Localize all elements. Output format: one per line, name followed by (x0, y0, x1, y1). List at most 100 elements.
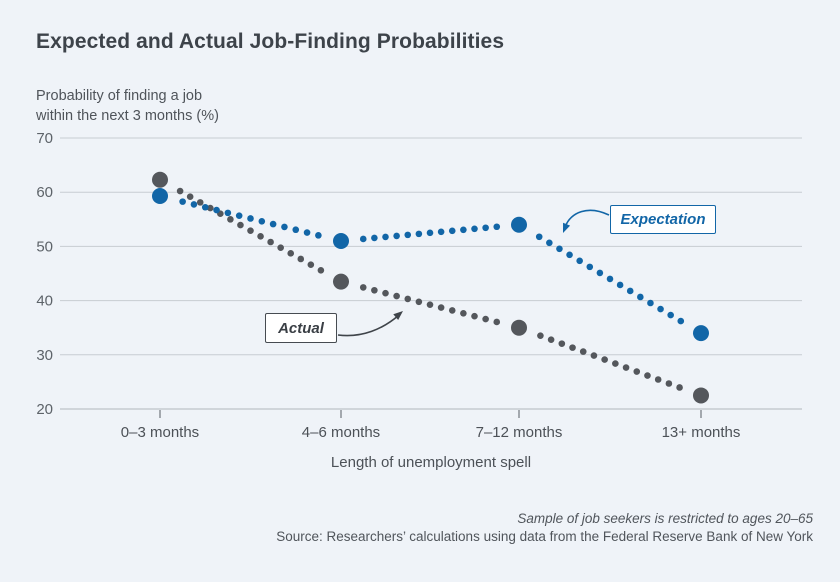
series-dot-Expectation (247, 215, 254, 222)
series-dot-Actual (247, 227, 254, 234)
series-dot-Expectation (224, 209, 232, 217)
y-tick-label-20: 20 (36, 401, 53, 418)
series-dot-Actual (437, 304, 445, 311)
series-dot-Actual (382, 289, 389, 297)
series-dot-Actual (297, 255, 305, 263)
series-dot-Actual (633, 368, 641, 375)
series-dot-Expectation (626, 287, 634, 295)
annotation-label-actual: Actual (278, 319, 324, 337)
series-dot-Actual (579, 348, 587, 355)
expectation-arrow-head (563, 222, 571, 233)
series-dot-Expectation (460, 226, 467, 234)
series-dot-Actual (307, 261, 315, 268)
data-point-Expectation-0 (152, 187, 168, 204)
series-dot-Actual (676, 384, 683, 391)
annotation-box-expectation: Expectation (610, 205, 716, 234)
series-dot-Actual (460, 310, 467, 317)
series-dot-Actual (654, 376, 662, 383)
series-dot-Expectation (647, 299, 654, 307)
series-dot-Expectation (404, 231, 412, 239)
series-dot-Expectation (315, 232, 322, 239)
data-point-Actual-0 (152, 171, 168, 188)
series-dot-Expectation (281, 223, 288, 231)
y-tick-label-70: 70 (36, 130, 53, 147)
series-dot-Actual (196, 199, 204, 206)
series-dot-Actual (448, 307, 456, 314)
series-dot-Expectation (482, 224, 489, 232)
series-dot-Actual (176, 187, 184, 195)
series-dot-Actual (547, 336, 555, 343)
y-tick-label-50: 50 (36, 238, 53, 255)
series-dot-Expectation (235, 212, 243, 219)
series-dot-Actual (267, 238, 274, 246)
series-dot-Actual (558, 340, 566, 347)
series-dot-Expectation (493, 223, 501, 231)
series-dot-Actual (622, 364, 630, 371)
series-dot-Actual (482, 315, 489, 323)
series-dot-Expectation (556, 245, 563, 253)
series-dot-Actual (601, 356, 608, 363)
x-category-label-1: 4–6 months (302, 424, 380, 441)
series-dot-Expectation (258, 217, 266, 225)
series-dot-Expectation (546, 239, 553, 247)
series-dot-Actual (404, 295, 412, 303)
series-dot-Actual (644, 372, 651, 379)
y-axis-caption-line-2: within the next 3 months (%) (36, 107, 219, 124)
y-tick-label-60: 60 (36, 184, 53, 201)
footnote-sample: Sample of job seekers is restricted to a… (517, 511, 813, 526)
data-point-Actual-1 (333, 273, 349, 290)
series-dot-Expectation (213, 206, 220, 214)
annotation-box-actual: Actual (265, 313, 337, 343)
data-point-Actual-2 (511, 319, 527, 336)
expectation-arrow-line (564, 209, 610, 228)
series-dot-Expectation (667, 311, 674, 319)
series-dot-Actual (415, 298, 423, 306)
series-dot-Actual (186, 193, 194, 201)
series-dot-Actual (612, 360, 619, 367)
series-dot-Actual (359, 284, 367, 291)
actual-arrow-head (393, 311, 403, 321)
x-category-label-3: 13+ months (662, 424, 741, 441)
series-dot-Actual (493, 318, 501, 326)
series-dot-Expectation (426, 229, 434, 237)
series-dot-Expectation (586, 263, 594, 271)
series-dot-Actual (537, 332, 544, 339)
series-dot-Actual (471, 312, 478, 320)
annotation-label-expectation: Expectation (620, 211, 706, 228)
footnote-source: Source: Researchers’ calculations using … (276, 529, 813, 544)
series-dot-Expectation (179, 198, 186, 205)
series-dot-Expectation (393, 232, 400, 240)
data-point-Expectation-2 (511, 216, 527, 233)
series-dot-Expectation (292, 226, 300, 234)
chart-title: Expected and Actual Job-Finding Probabil… (36, 30, 505, 53)
series-dot-Actual (237, 221, 244, 229)
series-dot-Expectation (657, 305, 664, 313)
series-dot-Expectation (677, 317, 685, 325)
series-dot-Expectation (448, 227, 456, 235)
series-dot-Actual (665, 380, 673, 387)
series-dot-Expectation (269, 220, 277, 228)
series-dot-Expectation (303, 229, 311, 236)
series-dot-Expectation (371, 234, 378, 242)
series-dot-Expectation (415, 230, 423, 238)
series-dot-Expectation (596, 269, 604, 277)
x-axis-title: Length of unemployment spell (330, 454, 532, 471)
series-dot-Expectation (576, 257, 583, 265)
series-dot-Actual (277, 244, 284, 251)
series-dot-Expectation (637, 293, 644, 301)
series-dot-Actual (569, 344, 576, 351)
x-category-label-2: 7–12 months (476, 424, 563, 441)
actual-arrow-line (337, 314, 400, 337)
series-dot-Expectation (616, 281, 624, 289)
series-dot-Actual (426, 301, 434, 308)
series-dot-Actual (590, 352, 598, 359)
data-point-Expectation-3 (693, 325, 709, 342)
series-dot-Actual (371, 286, 378, 294)
series-dot-Expectation (535, 233, 543, 241)
y-tick-label-30: 30 (36, 347, 53, 364)
series-dot-Actual (287, 250, 295, 257)
series-dot-Actual (317, 267, 325, 274)
series-dot-Actual (257, 233, 264, 240)
series-dot-Actual (393, 292, 400, 300)
